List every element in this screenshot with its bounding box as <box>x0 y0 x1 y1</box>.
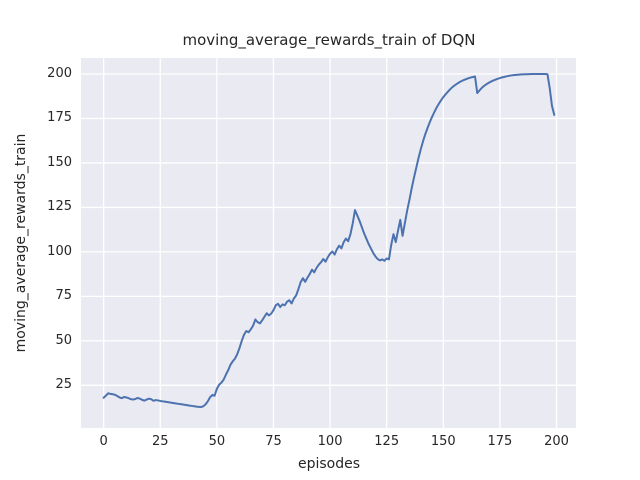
x-tick-label: 150 <box>430 434 456 449</box>
x-tick-label: 0 <box>99 434 108 449</box>
x-tick-label: 200 <box>544 434 569 449</box>
chart-title: moving_average_rewards_train of DQN <box>182 31 476 49</box>
x-tick-label: 75 <box>265 434 282 449</box>
y-tick-label: 150 <box>47 154 72 170</box>
reward-line-series <box>102 73 556 409</box>
x-tick-label: 50 <box>208 434 226 449</box>
axes-panel <box>81 58 576 428</box>
y-tick-label: 175 <box>47 110 72 126</box>
y-tick-label: 200 <box>47 66 72 81</box>
y-tick-label: 75 <box>55 288 72 304</box>
y-tick-label: 100 <box>47 243 72 259</box>
y-tick-label: 25 <box>55 377 72 393</box>
x-axis-label: episodes <box>297 456 361 472</box>
x-tick-label: 25 <box>151 434 169 449</box>
x-tick-label: 175 <box>487 434 513 449</box>
y-tick-label: 125 <box>47 199 72 215</box>
y-tick-label: 50 <box>55 332 72 348</box>
x-tick-label: 100 <box>317 434 343 449</box>
x-tick-label: 125 <box>374 434 400 449</box>
